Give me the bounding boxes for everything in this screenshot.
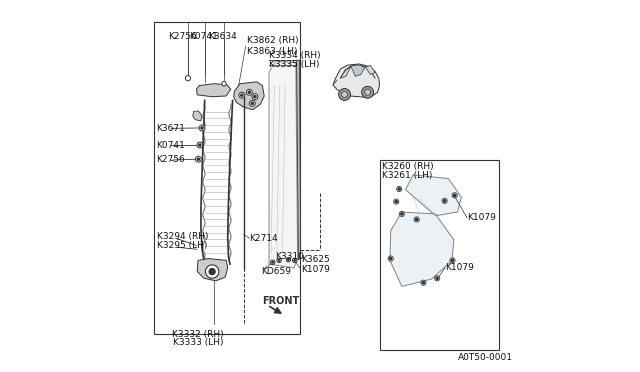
Circle shape: [241, 94, 243, 96]
Circle shape: [195, 156, 202, 162]
Text: K3310: K3310: [275, 252, 304, 261]
Text: K1079: K1079: [445, 263, 474, 272]
Polygon shape: [193, 111, 202, 121]
Circle shape: [197, 142, 203, 148]
Polygon shape: [269, 61, 298, 268]
Circle shape: [421, 280, 426, 285]
Circle shape: [254, 96, 256, 98]
Text: K3295 (LH): K3295 (LH): [157, 241, 208, 250]
Circle shape: [415, 218, 418, 221]
Polygon shape: [365, 65, 375, 74]
Text: FRONT: FRONT: [262, 296, 300, 305]
Circle shape: [199, 125, 205, 131]
Circle shape: [342, 92, 348, 97]
Bar: [154, 22, 300, 334]
Text: K3294 (RH): K3294 (RH): [157, 232, 209, 241]
Circle shape: [390, 257, 392, 260]
Text: K1079: K1079: [467, 213, 496, 222]
Circle shape: [339, 89, 351, 100]
Text: K3671: K3671: [156, 124, 185, 133]
Circle shape: [201, 127, 203, 129]
Circle shape: [395, 201, 397, 203]
Text: K3335 (LH): K3335 (LH): [269, 60, 319, 69]
Circle shape: [205, 265, 219, 278]
Circle shape: [365, 89, 371, 95]
Circle shape: [450, 258, 455, 263]
Text: K3862 (RH): K3862 (RH): [248, 36, 299, 45]
Text: K1079: K1079: [301, 265, 330, 274]
Circle shape: [401, 213, 403, 215]
Polygon shape: [296, 60, 301, 260]
Circle shape: [250, 100, 255, 106]
Circle shape: [394, 199, 399, 204]
Circle shape: [451, 259, 454, 262]
Circle shape: [444, 200, 445, 202]
Circle shape: [251, 102, 253, 105]
Text: K3334 (RH): K3334 (RH): [269, 51, 321, 60]
Circle shape: [414, 217, 419, 222]
Polygon shape: [197, 259, 228, 281]
Text: K3260 (RH): K3260 (RH): [383, 162, 434, 171]
Polygon shape: [351, 65, 365, 76]
Circle shape: [199, 144, 201, 146]
Circle shape: [388, 256, 394, 261]
Circle shape: [186, 76, 191, 81]
Text: K2714: K2714: [250, 234, 278, 243]
Circle shape: [209, 269, 215, 275]
Circle shape: [287, 259, 289, 260]
Circle shape: [454, 194, 456, 196]
Text: K2756: K2756: [156, 155, 185, 164]
Circle shape: [239, 92, 245, 98]
Circle shape: [422, 282, 424, 284]
Text: A0T50-0001: A0T50-0001: [458, 353, 513, 362]
Polygon shape: [196, 84, 231, 97]
Polygon shape: [406, 175, 461, 216]
Circle shape: [442, 198, 447, 203]
Circle shape: [252, 94, 258, 100]
Circle shape: [294, 260, 296, 261]
Text: K3261 (LH): K3261 (LH): [383, 171, 433, 180]
Polygon shape: [234, 82, 264, 110]
Text: K3332 (RH): K3332 (RH): [172, 330, 224, 339]
Circle shape: [272, 262, 273, 263]
Text: K2756: K2756: [168, 32, 196, 41]
Circle shape: [248, 91, 250, 93]
Polygon shape: [390, 212, 454, 286]
Text: K3634: K3634: [208, 32, 237, 41]
Text: K3863 (LH): K3863 (LH): [248, 47, 298, 56]
Text: K3333 (LH): K3333 (LH): [173, 338, 223, 347]
Circle shape: [277, 258, 282, 263]
Circle shape: [435, 276, 440, 281]
Text: K3625: K3625: [301, 255, 330, 264]
Circle shape: [246, 89, 252, 95]
Polygon shape: [340, 66, 351, 78]
Circle shape: [398, 188, 401, 190]
Circle shape: [399, 211, 404, 217]
Bar: [380, 160, 499, 350]
Circle shape: [397, 186, 402, 192]
Circle shape: [222, 81, 227, 86]
Circle shape: [197, 158, 200, 160]
Text: K0741: K0741: [189, 32, 218, 41]
Circle shape: [278, 260, 280, 261]
Polygon shape: [333, 64, 380, 97]
Circle shape: [292, 258, 297, 263]
Text: K0741: K0741: [156, 141, 185, 150]
Circle shape: [271, 260, 275, 264]
Circle shape: [436, 277, 438, 279]
Circle shape: [362, 86, 374, 98]
Text: KD659: KD659: [262, 267, 292, 276]
Circle shape: [286, 257, 291, 262]
Circle shape: [452, 193, 457, 198]
